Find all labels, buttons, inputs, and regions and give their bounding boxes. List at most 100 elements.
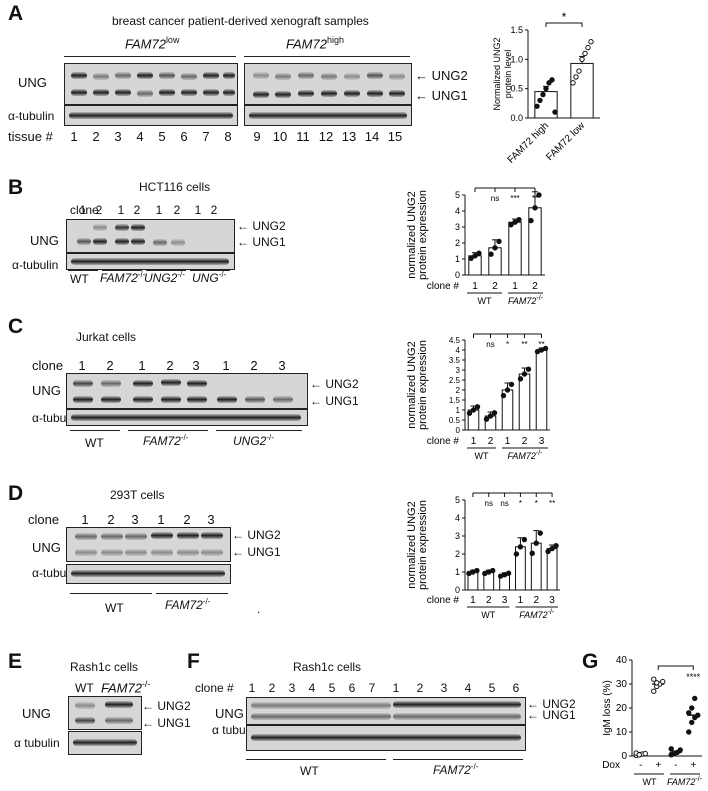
dot-6-3 [553, 543, 559, 549]
point-4-2 [689, 719, 695, 726]
panel-a-lane-11: 11 [296, 129, 310, 144]
group-label-ko: FAM72-/- [519, 609, 555, 620]
panel-f-ung-label: UNG [215, 706, 244, 721]
bar-5 [530, 542, 542, 591]
panel-f-lane-1: 1 [248, 681, 256, 695]
significance-label-4: ** [538, 340, 544, 349]
panel-b-group-line-4 [190, 270, 230, 271]
x-tick-label-2: FAM72 low [544, 120, 587, 163]
panel-e-band-upper: UNG2 [157, 699, 191, 713]
panel-b-lane-8: 2 [210, 203, 218, 217]
panel-g-chart: 0 10 20 30 40 IgM loss (%) - + - + Dox **** WT FAM72-… [602, 655, 703, 787]
panel-a-group-high-line [244, 56, 410, 57]
panel-d-ung-label: UNG [32, 540, 61, 555]
dot-1-3 [476, 250, 482, 256]
panel-a-group-low-line [64, 56, 236, 57]
x-tick-label-1: - [639, 760, 642, 771]
dot-4-1 [513, 551, 520, 557]
panel-b-lane-1: 1 [79, 203, 87, 217]
panel-a-blot-ung-left [64, 63, 238, 105]
bar-3 [508, 221, 522, 276]
dot-3-1 [508, 222, 514, 228]
y-tick-label-1: 0.5 [510, 84, 523, 94]
dot-1-2 [472, 253, 478, 259]
significance-label-1: ns [485, 499, 493, 508]
bar-5 [535, 349, 548, 431]
panel-a-lane-13: 13 [341, 129, 357, 144]
y-axis-label-1: protein expression [417, 340, 429, 430]
panel-e-band-lower: UNG1 [157, 716, 191, 730]
panel-d-lane-4: 1 [157, 512, 165, 527]
panel-c-lane-2: 2 [106, 358, 114, 373]
panel-b-group-name-4: UNG [192, 271, 219, 285]
panel-f-lane-8: 1 [392, 681, 400, 695]
panel-c-group-line-2 [128, 430, 208, 431]
panel-a-lane-7: 7 [202, 129, 210, 144]
panel-d-title: 293T cells [110, 488, 165, 502]
panel-d-lane-6: 3 [207, 512, 215, 527]
panel-c-lane-6: 1 [222, 358, 230, 373]
panel-b-band-upper: UNG2 [252, 219, 286, 233]
panel-d-group-name-1: WT [105, 601, 124, 615]
panel-d-group-name-2: FAM72 [165, 598, 203, 612]
x-axis-label: clone # [427, 436, 460, 447]
dot-2-6 [585, 44, 591, 51]
x-tick-label-6: 3 [549, 595, 555, 606]
panel-b-lane-4: 2 [133, 203, 141, 217]
panel-a-lane-2: 2 [92, 129, 100, 144]
panel-b-group-label-3: UNG2-/- [144, 270, 185, 285]
dot-2-2 [492, 245, 498, 251]
point-1-4 [642, 750, 648, 757]
panel-b-group-line-3 [146, 270, 186, 271]
panel-f-group-label-1: WT [300, 764, 319, 778]
panel-f-group-sup-2: -/- [470, 762, 479, 771]
panel-a-group-high-name: FAM72 [286, 36, 327, 52]
y-tick-label-3: 1.5 [510, 25, 523, 35]
dot-2-3 [496, 238, 502, 245]
group-label-wt: WT [643, 777, 657, 787]
y-tick-label-3: 1.5 [449, 396, 461, 405]
panel-b-group-sup-4: -/- [218, 270, 227, 279]
panel-a-lane-5: 5 [158, 129, 166, 144]
panel-f-label: F [187, 650, 200, 673]
panel-f-clone-label: clone # [195, 681, 234, 695]
group-label-ko-name: FAM72 [519, 610, 547, 620]
panel-d-lane-1: 1 [81, 512, 89, 527]
panel-d-band-upper-label: ← UNG2 [232, 528, 281, 542]
point-3-6 [671, 750, 677, 756]
panel-f-group-line-1 [246, 759, 386, 760]
panel-e-blot-tubulin [68, 731, 142, 755]
dot-3-1 [500, 392, 507, 399]
panel-f-lane-10: 3 [440, 681, 448, 695]
panel-c-group-label-1: WT [85, 436, 104, 450]
panel-f-lane-11: 4 [464, 681, 472, 695]
panel-a-lane-1: 1 [70, 129, 78, 144]
panel-f-lane-3: 3 [288, 681, 296, 695]
y-tick-label-0: 0 [621, 751, 627, 762]
point-2-6 [654, 680, 660, 686]
panel-f-lane-7: 7 [368, 681, 376, 695]
panel-b-group-name-3: UNG2 [144, 271, 178, 285]
group-label-ko-name: FAM72 [667, 777, 695, 787]
group-label-wt: WT [481, 610, 495, 620]
panel-b-group-line-2 [102, 270, 142, 271]
panel-a-lane-10: 10 [272, 129, 288, 144]
dot-5-3 [537, 530, 543, 536]
panel-e-title: Rash1c cells [70, 660, 139, 674]
significance-label-3: ** [532, 194, 538, 203]
panel-a-lane-15: 15 [387, 129, 403, 144]
panel-c-group-name-1: WT [85, 436, 104, 450]
bar-4 [528, 207, 542, 276]
x-axis-label: Dox [602, 760, 620, 771]
panel-f-title: Rash1c cells [293, 660, 362, 674]
x-tick-label-4: 2 [522, 436, 528, 447]
panel-a-lane-14: 14 [364, 129, 380, 144]
panel-d-stray-mark: . [257, 602, 261, 616]
y-tick-label-2: 1.0 [510, 54, 523, 64]
dot-5-1 [529, 550, 535, 556]
panel-d-band-upper: UNG2 [247, 528, 281, 542]
panel-b-group-name-1: WT [70, 272, 89, 286]
significance-label-1: ns [491, 194, 499, 203]
panel-b-chart: 0 1 2 3 4 5 normalized UNG2 protein expression 1… [406, 187, 545, 306]
panel-f-lane-4: 4 [308, 681, 316, 695]
